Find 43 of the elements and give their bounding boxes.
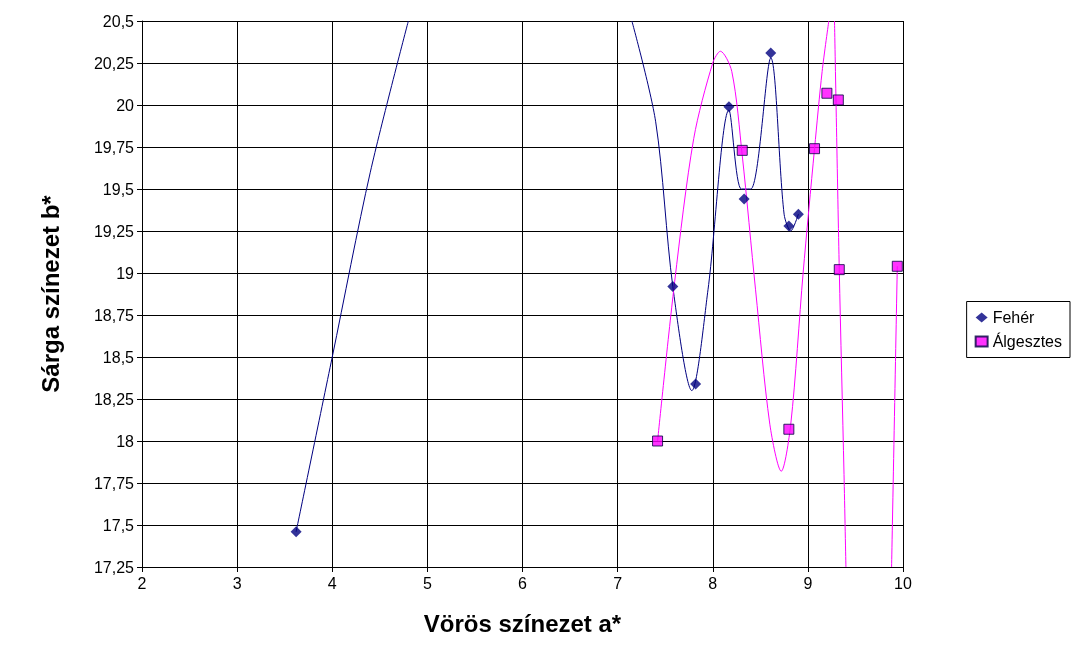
point	[783, 220, 795, 232]
x-tick-label: 6	[518, 574, 528, 592]
point	[832, 94, 844, 106]
point	[652, 435, 664, 447]
y-tick-label: 18,5	[102, 348, 135, 366]
point	[736, 144, 748, 156]
x-axis-title: Vörös színezet a*	[423, 609, 622, 637]
point	[765, 47, 777, 59]
point	[723, 101, 735, 113]
point	[783, 423, 795, 435]
y-tick-label: 20,25	[93, 54, 135, 72]
point	[738, 193, 750, 205]
y-tick-label: 17,25	[93, 558, 135, 576]
y-tick-label: 20	[116, 96, 135, 114]
y-tick-label: 19	[116, 264, 135, 282]
x-tick-label: 2	[137, 574, 147, 592]
legend-label: Fehér	[992, 309, 1036, 326]
y-tick-label: 20,5	[102, 12, 135, 30]
x-tick-label: 10	[894, 574, 912, 592]
point	[833, 264, 845, 276]
y-tick-label: 19,25	[93, 222, 135, 240]
y-tick-label: 18,25	[93, 390, 135, 408]
x-tick-label: 4	[327, 574, 337, 592]
point	[690, 378, 702, 390]
x-tick-label: 9	[803, 574, 813, 592]
point	[792, 208, 804, 220]
y-tick-label: 19,75	[93, 138, 135, 156]
y-tick-label: 17,5	[102, 516, 135, 534]
y-tick-label: 19,5	[102, 180, 135, 198]
y-tick-label: 17,75	[93, 474, 135, 492]
x-tick-label: 5	[422, 574, 432, 592]
y-tick-label: 18	[116, 432, 135, 450]
x-tick-label: 7	[613, 574, 623, 592]
point	[821, 87, 833, 99]
x-tick-label: 3	[232, 574, 242, 592]
point	[891, 260, 903, 272]
legend-label: Álgesztes	[992, 332, 1063, 350]
y-axis-title: Sárga színezet b*	[36, 194, 64, 393]
point	[290, 526, 302, 538]
y-tick-label: 18,75	[93, 306, 135, 324]
point	[667, 280, 679, 292]
x-tick-label: 8	[708, 574, 718, 592]
point	[809, 143, 821, 155]
